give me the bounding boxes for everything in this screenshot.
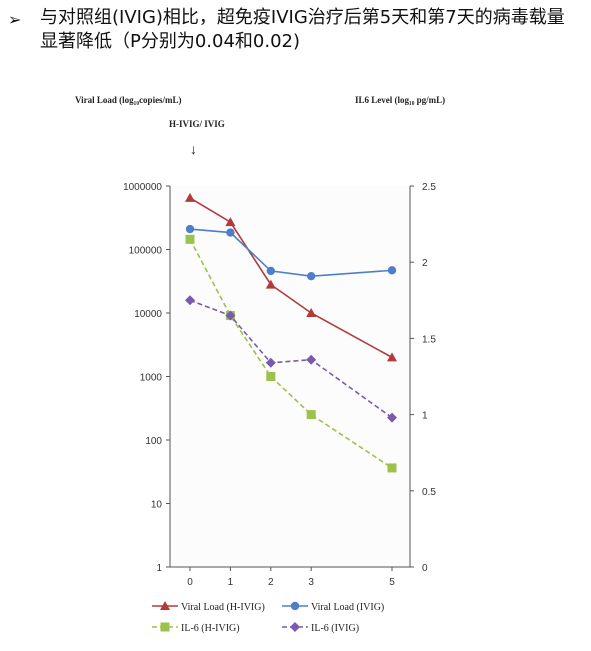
left-tick-label: 1000000 [123, 182, 162, 193]
left-tick-label: 10000 [134, 309, 162, 320]
x-tick-label: 1 [228, 577, 234, 588]
plot-area [170, 186, 410, 567]
left-tick-label: 100 [145, 436, 162, 447]
x-tick-label: 3 [308, 577, 314, 588]
data-point [306, 410, 316, 420]
bullet-text: 与对照组(IVIG)相比，超免疫IVIG治疗后第5天和第7天的病毒载量显著降低（… [40, 7, 565, 52]
data-point [265, 279, 276, 289]
annotation-arrow-icon: ↓ [190, 141, 197, 157]
legend-marker [160, 622, 170, 632]
legend-label: IL-6 (IVIG) [311, 623, 359, 634]
data-point [185, 224, 195, 234]
left-tick-label: 100000 [129, 246, 163, 257]
data-point [387, 463, 397, 473]
data-point [225, 217, 236, 227]
data-point [387, 412, 397, 423]
series-1 [185, 192, 397, 362]
right-tick-label: 1.5 [422, 334, 436, 345]
data-point [266, 372, 276, 381]
series-line [189, 238, 393, 469]
x-tick-label: 5 [389, 577, 395, 588]
data-point [387, 266, 397, 275]
right-tick-label: 0 [422, 563, 428, 574]
x-tick-label: 2 [268, 577, 274, 588]
legend-label: Viral Load (H-IVIG) [181, 602, 265, 613]
legend-item-1: Viral Load (H-IVIG) [152, 601, 265, 613]
legend-marker [290, 622, 300, 632]
right-axis-label: IL6 Level (log₁₀ pg/mL) [355, 95, 445, 105]
data-point [265, 357, 276, 368]
left-tick-label: 1000 [140, 373, 163, 384]
series-2 [185, 224, 397, 281]
data-point [226, 228, 235, 237]
data-point [185, 192, 195, 202]
legend-item-3: IL-6 (H-IVIG) [152, 622, 240, 634]
right-tick-label: 2.5 [422, 182, 436, 193]
legend-label: Viral Load (IVIG) [311, 602, 384, 613]
x-tick-label: 0 [187, 577, 193, 588]
legend-marker [160, 601, 170, 610]
data-point [185, 234, 195, 244]
data-point [266, 266, 275, 276]
legend-item-2: Viral Load (IVIG) [282, 601, 384, 613]
series-4 [185, 295, 397, 423]
data-point [306, 308, 317, 317]
legend-marker [290, 601, 300, 611]
left-tick-label: 10 [151, 500, 163, 511]
right-tick-label: 0.5 [422, 487, 436, 498]
data-point [306, 354, 317, 365]
data-point [225, 310, 236, 321]
annotation-label: H-IVIG/ IVIG [169, 119, 225, 129]
data-point [387, 352, 397, 362]
right-tick-label: 1 [422, 411, 428, 422]
data-point [307, 271, 316, 281]
left-tick-label: 1 [156, 563, 162, 574]
legend-item-4: IL-6 (IVIG) [282, 622, 359, 634]
right-tick-label: 2 [422, 258, 428, 269]
bullet-arrow-icon: ➢ [8, 12, 22, 29]
left-axis-label: Viral Load (log₁₀copies/mL) [75, 95, 182, 105]
legend-label: IL-6 (H-IVIG) [181, 623, 240, 634]
data-point [185, 295, 195, 306]
